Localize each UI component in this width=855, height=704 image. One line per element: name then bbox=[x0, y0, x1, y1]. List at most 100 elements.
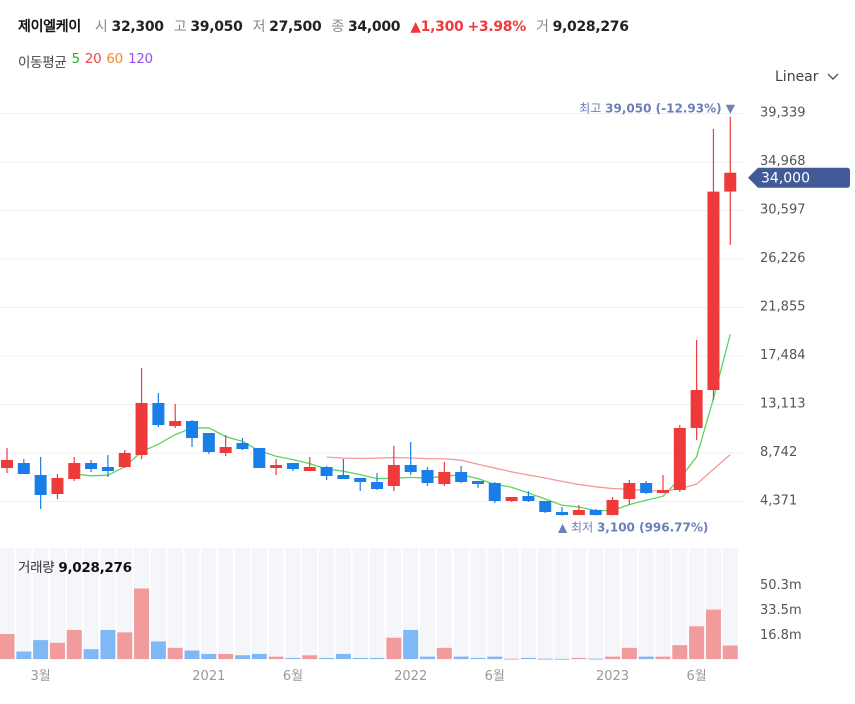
candle bbox=[438, 462, 451, 486]
volume-column-bg bbox=[234, 548, 250, 660]
x-tick-label: 3월 bbox=[31, 669, 51, 684]
volume-bar bbox=[487, 656, 503, 659]
candle bbox=[101, 455, 114, 478]
volume-tick-label: 50.3m bbox=[760, 578, 802, 593]
candle bbox=[68, 457, 81, 482]
volume-bar bbox=[251, 653, 267, 659]
current-price-label: 34,000 bbox=[761, 171, 810, 187]
candle-body bbox=[17, 463, 30, 475]
volume-bar bbox=[100, 629, 116, 659]
volume-bar bbox=[49, 642, 65, 659]
scale-label: Linear bbox=[775, 69, 819, 85]
volume-column-bg bbox=[218, 548, 234, 660]
open-value: 32,300 bbox=[111, 19, 165, 35]
volume-bar bbox=[117, 632, 133, 659]
current-price-tag bbox=[748, 167, 850, 188]
candle bbox=[656, 475, 669, 494]
volume-column-bg bbox=[621, 548, 637, 660]
candle-body bbox=[51, 477, 64, 494]
candle-body bbox=[303, 467, 316, 472]
volume-bar bbox=[319, 657, 335, 659]
candle bbox=[303, 457, 316, 472]
price-tick-label: 17,484 bbox=[760, 348, 806, 363]
volume-bar bbox=[369, 657, 385, 659]
quote-header: 제이엘케이 시 32,300 고 39,050 저 27,500 종 34,00… bbox=[18, 16, 635, 36]
volume-column-bg bbox=[638, 548, 654, 660]
max-price-marker: 최고 39,050 (-12.93%) ▼ bbox=[579, 102, 735, 116]
candle-body bbox=[101, 467, 114, 472]
volume-bar bbox=[420, 656, 435, 659]
candle bbox=[236, 438, 249, 451]
price-tick-label: 30,597 bbox=[760, 203, 806, 218]
x-tick-label: 2021 bbox=[192, 669, 225, 684]
ma20-line bbox=[326, 454, 731, 492]
volume-bar bbox=[588, 658, 604, 660]
volume-value: 9,028,276 bbox=[552, 19, 629, 35]
candle-body bbox=[371, 482, 384, 490]
candle-body bbox=[152, 403, 165, 426]
volume-column-bg bbox=[352, 548, 368, 660]
x-tick-label: 6월 bbox=[485, 669, 505, 684]
candle bbox=[387, 446, 400, 492]
candle-body bbox=[320, 467, 333, 477]
candle-body bbox=[186, 421, 199, 439]
candle-body bbox=[1, 460, 13, 469]
volume-column-bg bbox=[504, 548, 520, 660]
candle-body bbox=[34, 475, 47, 495]
candle bbox=[404, 442, 417, 476]
ma-120[interactable]: 120 bbox=[127, 51, 153, 67]
volume-column-bg bbox=[184, 548, 200, 660]
candle bbox=[488, 482, 501, 503]
ma-5[interactable]: 5 bbox=[71, 51, 80, 67]
candle-body bbox=[68, 463, 81, 479]
candle-body bbox=[505, 497, 518, 502]
candle bbox=[589, 508, 602, 516]
volume-bar bbox=[268, 656, 284, 659]
volume-column-bg bbox=[420, 548, 435, 660]
volume-panel-label: 거래량 bbox=[18, 560, 55, 576]
candle-body bbox=[354, 477, 367, 483]
scale-selector[interactable]: Linear bbox=[775, 69, 839, 85]
ma-20[interactable]: 20 bbox=[84, 51, 102, 67]
volume-bar bbox=[234, 655, 250, 659]
volume-column-bg bbox=[588, 548, 604, 660]
candle bbox=[539, 501, 552, 514]
volume-bar bbox=[638, 656, 654, 659]
volume-bar bbox=[655, 656, 671, 659]
candle-body bbox=[556, 511, 569, 516]
volume-bar bbox=[167, 647, 183, 659]
volume-column-bg bbox=[268, 548, 284, 660]
candle-body bbox=[690, 390, 703, 429]
volume-bar bbox=[66, 629, 82, 659]
volume-column-bg bbox=[117, 548, 133, 660]
candle-body bbox=[421, 469, 434, 484]
stock-name: 제이엘케이 bbox=[18, 19, 81, 35]
ma5-line bbox=[74, 334, 731, 512]
candle bbox=[522, 491, 535, 502]
candle-body bbox=[656, 490, 669, 494]
volume-column-bg bbox=[369, 548, 385, 660]
change-value: ▲1,300 bbox=[410, 19, 464, 35]
candle bbox=[724, 116, 737, 245]
volume-bar bbox=[537, 658, 553, 660]
candle-body bbox=[270, 465, 283, 469]
candle-body bbox=[471, 481, 484, 485]
candle bbox=[1, 448, 13, 474]
volume-column-bg bbox=[571, 548, 587, 660]
candle bbox=[152, 393, 165, 428]
volume-column-bg bbox=[319, 548, 335, 660]
volume-bar bbox=[335, 653, 351, 659]
volume-bar bbox=[134, 588, 150, 659]
volume-bar bbox=[470, 657, 486, 659]
candle bbox=[371, 473, 384, 491]
candle-body bbox=[202, 433, 215, 453]
candle-body bbox=[724, 172, 737, 192]
volume-column-bg bbox=[302, 548, 318, 660]
volume-bar bbox=[605, 656, 621, 659]
candle bbox=[34, 457, 47, 510]
candle bbox=[320, 466, 333, 481]
ma-60[interactable]: 60 bbox=[106, 51, 123, 67]
price-tick-label: 34,968 bbox=[760, 154, 806, 169]
candle-body bbox=[135, 403, 148, 456]
